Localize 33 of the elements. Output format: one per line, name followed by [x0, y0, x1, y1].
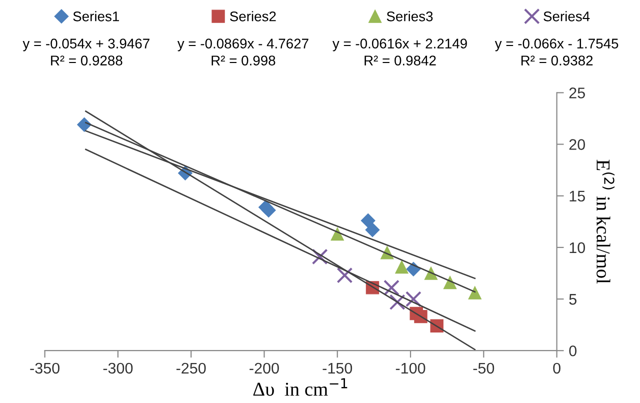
text: y = -0.054x + 3.9467 R² = 0.9288 — [22, 38, 150, 66]
point — [365, 222, 380, 238]
x-tick-label: -50 — [473, 362, 494, 374]
y-axis-title: E$^{(2)}$ in kcal/mol — [596, 160, 615, 284]
x-tick-label: 0 — [553, 362, 560, 374]
x-tick-label: -200 — [250, 362, 279, 374]
y-tick-label: 20 — [569, 139, 585, 150]
text: y = -0.0616x + 2.2149 R² = 0.9842 — [332, 38, 467, 66]
point — [336, 267, 353, 284]
x-tick-label: -150 — [322, 362, 352, 374]
text: y = -0.0869x - 4.7627 R² = 0.998 — [177, 38, 308, 66]
point — [468, 286, 482, 300]
x-tick-label: -350 — [30, 362, 60, 374]
x-tick-label: -250 — [176, 362, 206, 374]
legend-label: Series2 — [230, 11, 276, 22]
point — [395, 260, 408, 274]
legend-label: Series3 — [386, 11, 433, 22]
legend-label: Series4 — [544, 11, 590, 22]
legend-label: Series1 — [73, 11, 119, 22]
text: y = -0.066x - 1.7545 R² = 0.9382 — [494, 38, 618, 66]
point — [261, 203, 276, 218]
y-tick-label: 25 — [569, 88, 585, 98]
x-tick-label: -300 — [103, 362, 133, 374]
y-tick-label: 5 — [569, 294, 576, 305]
y-tick-label: 0 — [569, 345, 577, 356]
point — [330, 227, 344, 241]
x-tick-label: -100 — [396, 362, 426, 374]
point — [312, 248, 328, 265]
x-axis-title: Δυ in cm$^{−1}$ — [253, 378, 348, 396]
point — [384, 280, 400, 296]
point — [360, 213, 376, 228]
y-tick-label: 10 — [570, 242, 585, 254]
y-tick-label: 15 — [570, 190, 585, 202]
